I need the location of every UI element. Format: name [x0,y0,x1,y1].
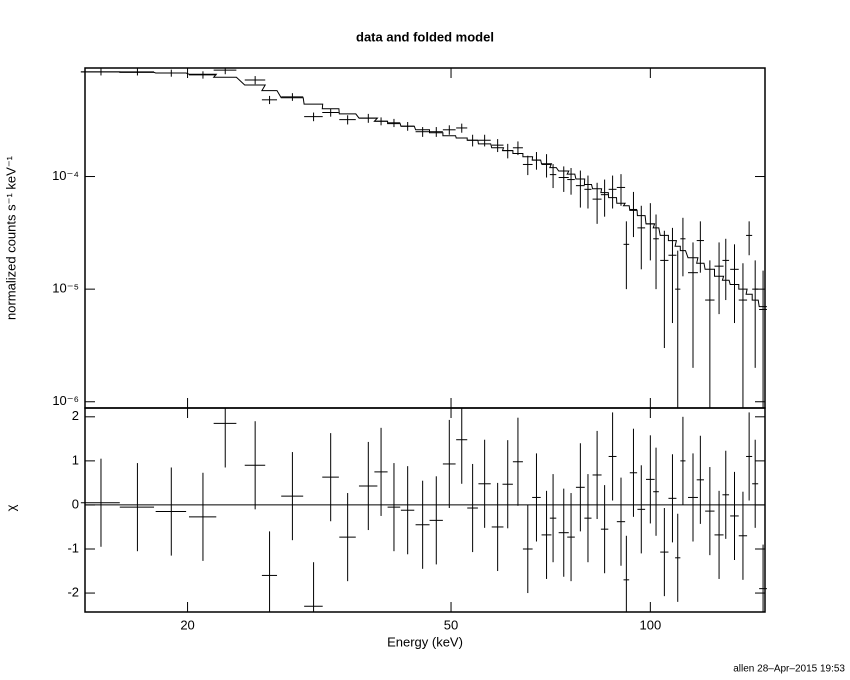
x-axis-label: Energy (keV) [387,634,463,649]
x-tick-label: 50 [444,617,458,632]
y-tick-label: -1 [67,540,79,555]
y-tick-label: 10⁻⁶ [52,393,79,408]
y-tick-label: 2 [72,408,79,423]
y-tick-label: 10⁻⁴ [52,168,79,183]
x-tick-label: 100 [639,617,661,632]
y-tick-label: -2 [67,584,79,599]
model-line [80,71,767,308]
y-tick-label: 0 [72,496,79,511]
plot-frame [84,407,766,613]
chart-title: data and folded model [356,29,494,44]
footer: allen 28–Apr–2015 19:53 [733,664,845,675]
y-tick-label: 10⁻⁵ [52,281,79,296]
x-tick-label: 20 [180,617,194,632]
y-axis-label: normalized counts s⁻¹ keV⁻¹ [3,155,18,320]
plot-frame [84,67,766,409]
y-axis-label: χ [3,504,18,511]
y-tick-label: 1 [72,452,79,467]
